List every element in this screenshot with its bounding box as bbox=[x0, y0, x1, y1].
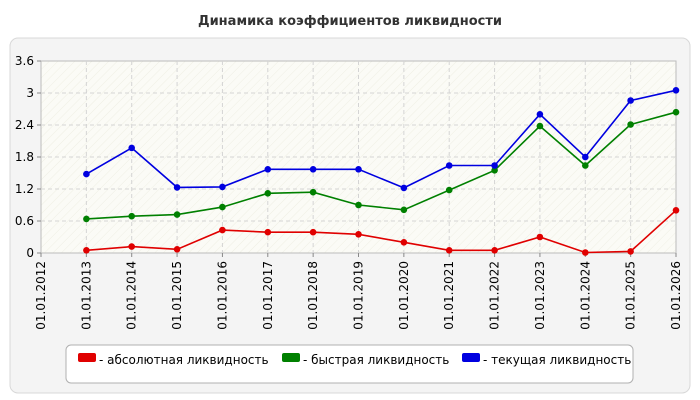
y-axis: 0 0.6 1.2 1.8 2.4 3 3.6 bbox=[15, 54, 41, 260]
legend-items: - абсолютная ликвидность - быстрая ликвид… bbox=[78, 353, 631, 367]
legend-label: - текущая ликвидность bbox=[483, 353, 631, 367]
data-point bbox=[400, 206, 408, 214]
data-point bbox=[355, 231, 362, 238]
y-tick-label: 3 bbox=[26, 86, 34, 100]
legend-label: - абсолютная ликвидность bbox=[99, 353, 269, 367]
data-point bbox=[309, 228, 317, 236]
data-point bbox=[582, 249, 589, 256]
data-point bbox=[627, 97, 634, 104]
data-point bbox=[173, 184, 181, 191]
data-point bbox=[491, 167, 498, 174]
x-tick-label: 01.01.2017 bbox=[261, 261, 275, 330]
legend-label: - быстрая ликвидность bbox=[303, 353, 449, 367]
data-point bbox=[536, 233, 544, 241]
x-tick-label: 01.01.2015 bbox=[170, 261, 184, 330]
data-point bbox=[83, 215, 90, 223]
data-point bbox=[627, 248, 634, 255]
x-tick-label: 01.01.2014 bbox=[125, 261, 139, 330]
data-point bbox=[491, 247, 498, 254]
y-tick-label: 0 bbox=[26, 246, 34, 260]
data-point bbox=[536, 111, 544, 118]
y-tick-label: 1.8 bbox=[15, 150, 34, 164]
data-point bbox=[672, 87, 680, 94]
data-point bbox=[445, 162, 453, 169]
series-line-0 bbox=[86, 209, 677, 254]
data-point bbox=[491, 162, 498, 169]
x-tick-label: 01.01.2026 bbox=[669, 261, 683, 330]
data-point bbox=[445, 186, 453, 194]
data-point bbox=[83, 170, 90, 178]
data-point bbox=[400, 239, 408, 246]
data-point bbox=[672, 108, 680, 116]
data-point bbox=[355, 166, 362, 173]
x-tick-label: 01.01.2020 bbox=[397, 261, 411, 330]
data-point bbox=[627, 121, 634, 128]
data-point bbox=[672, 207, 680, 214]
x-tick-label: 01.01.2021 bbox=[442, 261, 456, 330]
series-line-2 bbox=[85, 89, 677, 189]
series-line-1 bbox=[86, 111, 677, 220]
legend-swatch bbox=[462, 353, 480, 362]
x-axis: 01.01.2012 01.01.2013 01.01.2014 01.01.2015… bbox=[34, 253, 683, 330]
data-point bbox=[445, 247, 453, 254]
chart-title: Динамика коэффициентов ликвидности bbox=[198, 14, 502, 29]
x-tick-label: 01.01.2024 bbox=[578, 261, 592, 330]
x-tick-label: 01.01.2022 bbox=[488, 261, 502, 330]
data-point bbox=[264, 228, 272, 236]
data-point bbox=[309, 166, 317, 173]
data-point bbox=[219, 183, 226, 191]
data-point bbox=[128, 212, 135, 220]
data-point bbox=[128, 144, 135, 152]
grid bbox=[41, 61, 676, 253]
data-point bbox=[83, 247, 90, 254]
data-point bbox=[128, 243, 135, 250]
data-point bbox=[264, 166, 272, 173]
legend-swatch bbox=[282, 353, 300, 362]
data-point bbox=[173, 211, 181, 218]
data-point bbox=[536, 122, 544, 130]
data-point bbox=[173, 246, 181, 253]
x-tick-label: 01.01.2025 bbox=[624, 261, 638, 330]
x-tick-label: 01.01.2012 bbox=[34, 261, 48, 330]
data-point bbox=[582, 162, 589, 169]
legend-swatch bbox=[78, 353, 96, 362]
y-tick-label: 1.2 bbox=[15, 182, 34, 196]
x-tick-label: 01.01.2016 bbox=[215, 261, 229, 330]
data-point bbox=[355, 201, 362, 209]
data-point bbox=[309, 188, 317, 196]
legend bbox=[65, 344, 634, 384]
x-tick-label: 01.01.2013 bbox=[79, 261, 93, 330]
x-tick-label: 01.01.2018 bbox=[306, 261, 320, 330]
data-point bbox=[400, 184, 408, 192]
data-point bbox=[264, 190, 272, 197]
x-tick-label: 01.01.2023 bbox=[533, 261, 547, 330]
data-point bbox=[582, 153, 589, 161]
x-tick-label: 01.01.2019 bbox=[352, 261, 366, 330]
y-tick-label: 0.6 bbox=[15, 214, 34, 228]
y-tick-label: 2.4 bbox=[15, 118, 34, 132]
data-point bbox=[219, 226, 226, 234]
data-point bbox=[219, 203, 226, 211]
y-tick-label: 3.6 bbox=[15, 54, 34, 68]
series bbox=[83, 87, 680, 256]
